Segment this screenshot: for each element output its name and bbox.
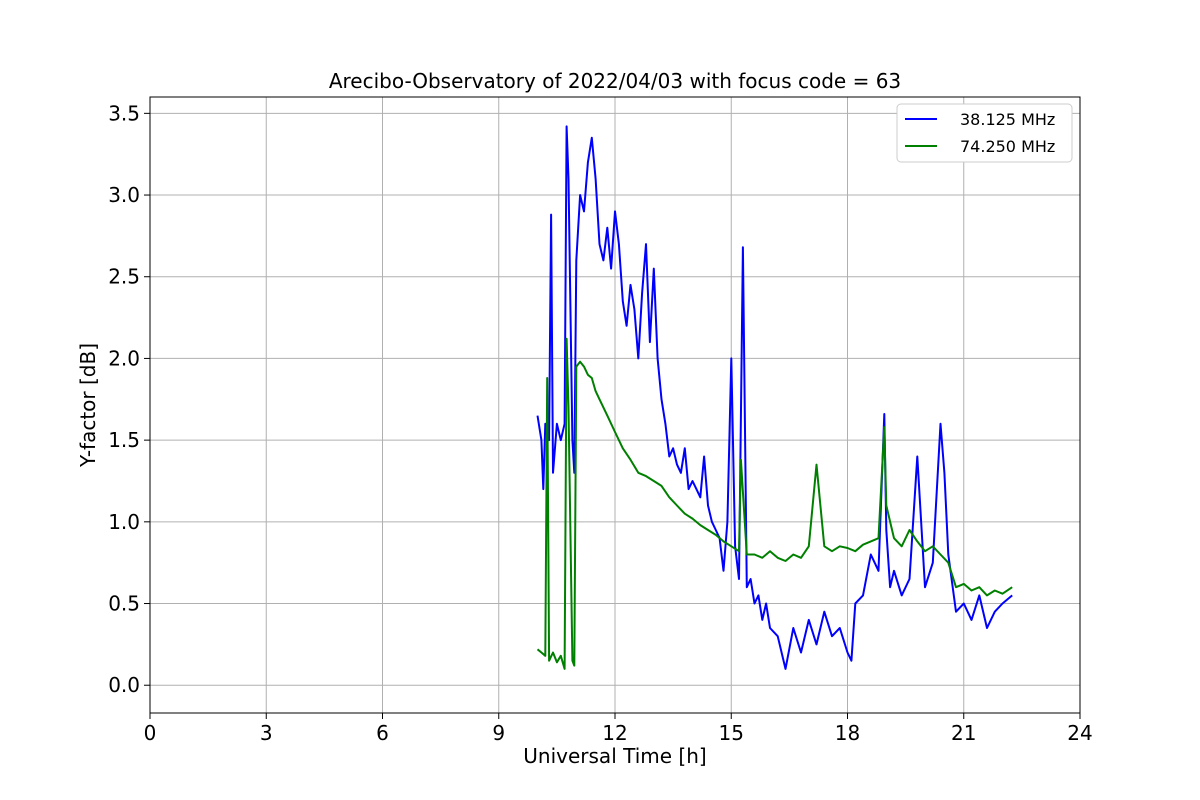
series-line-38mhz: [536, 125, 1013, 670]
x-axis-title: Universal Time [h]: [523, 744, 706, 768]
legend-label-38mhz: 38.125 MHz: [960, 110, 1055, 129]
y-tick-label: 2.5: [108, 265, 140, 289]
y-tick-label: 2.0: [108, 346, 140, 370]
y-tick-label: 3.5: [108, 101, 140, 125]
x-tick-label: 3: [260, 721, 273, 745]
x-axis-ticks: 0 3 6 9 12 15 18 21 24: [144, 713, 1093, 745]
y-tick-label: 0.5: [108, 592, 140, 616]
y-tick-label: 0.0: [108, 673, 140, 697]
x-tick-label: 21: [951, 721, 976, 745]
legend: 38.125 MHz 74.250 MHz: [896, 103, 1073, 163]
plot-area: [536, 125, 1013, 670]
chart-title: Arecibo-Observatory of 2022/04/03 with f…: [329, 69, 901, 93]
y-tick-label: 1.5: [108, 428, 140, 452]
x-tick-label: 0: [144, 721, 157, 745]
x-tick-label: 6: [376, 721, 389, 745]
y-tick-label: 1.0: [108, 510, 140, 534]
x-tick-label: 12: [602, 721, 627, 745]
x-tick-label: 24: [1067, 721, 1092, 745]
y-tick-label: 3.0: [108, 183, 140, 207]
x-tick-label: 15: [719, 721, 744, 745]
legend-label-74mhz: 74.250 MHz: [960, 137, 1055, 156]
series-line-74mhz: [536, 337, 1013, 670]
y-axis-ticks: 0.0 0.5 1.0 1.5 2.0 2.5 3.0 3.5: [108, 101, 150, 697]
x-tick-label: 18: [835, 721, 860, 745]
legend-box: [896, 103, 1073, 163]
x-tick-label: 9: [492, 721, 505, 745]
y-axis-title: Y-factor [dB]: [76, 343, 100, 468]
